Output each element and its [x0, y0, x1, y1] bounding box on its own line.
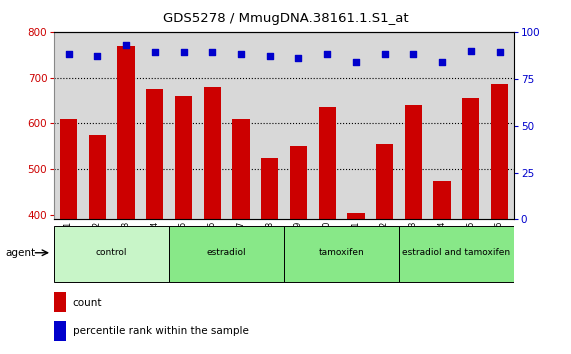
- Point: [380, 52, 389, 57]
- Text: percentile rank within the sample: percentile rank within the sample: [73, 326, 248, 336]
- FancyBboxPatch shape: [169, 226, 284, 282]
- Point: [351, 59, 360, 65]
- Bar: [491, 85, 508, 219]
- Point: [236, 52, 246, 57]
- Point: [179, 50, 188, 55]
- Bar: [54, 321, 66, 341]
- Text: estradiol: estradiol: [207, 248, 247, 257]
- FancyBboxPatch shape: [284, 226, 399, 282]
- Point: [122, 42, 131, 48]
- Bar: [146, 89, 163, 219]
- Point: [208, 50, 217, 55]
- Bar: [405, 105, 422, 219]
- Bar: [54, 292, 66, 312]
- Point: [323, 52, 332, 57]
- Text: control: control: [96, 248, 127, 257]
- Text: estradiol and tamoxifen: estradiol and tamoxifen: [403, 248, 510, 257]
- Point: [467, 48, 476, 53]
- Bar: [60, 119, 77, 219]
- Bar: [462, 98, 480, 219]
- Point: [294, 55, 303, 61]
- Bar: [118, 46, 135, 219]
- Bar: [261, 158, 278, 219]
- Bar: [89, 135, 106, 219]
- Bar: [433, 181, 451, 219]
- Bar: [347, 213, 364, 219]
- Text: count: count: [73, 298, 102, 308]
- Text: agent: agent: [6, 248, 36, 258]
- Text: GDS5278 / MmugDNA.38161.1.S1_at: GDS5278 / MmugDNA.38161.1.S1_at: [163, 12, 408, 25]
- Point: [150, 50, 159, 55]
- Point: [495, 50, 504, 55]
- Point: [64, 52, 73, 57]
- Point: [93, 53, 102, 59]
- Point: [409, 52, 418, 57]
- Text: tamoxifen: tamoxifen: [319, 248, 364, 257]
- Point: [265, 53, 274, 59]
- Bar: [319, 107, 336, 219]
- Bar: [175, 96, 192, 219]
- Bar: [232, 119, 250, 219]
- Bar: [204, 87, 221, 219]
- FancyBboxPatch shape: [399, 226, 514, 282]
- Point: [437, 59, 447, 65]
- FancyBboxPatch shape: [54, 226, 169, 282]
- Bar: [290, 146, 307, 219]
- Bar: [376, 144, 393, 219]
